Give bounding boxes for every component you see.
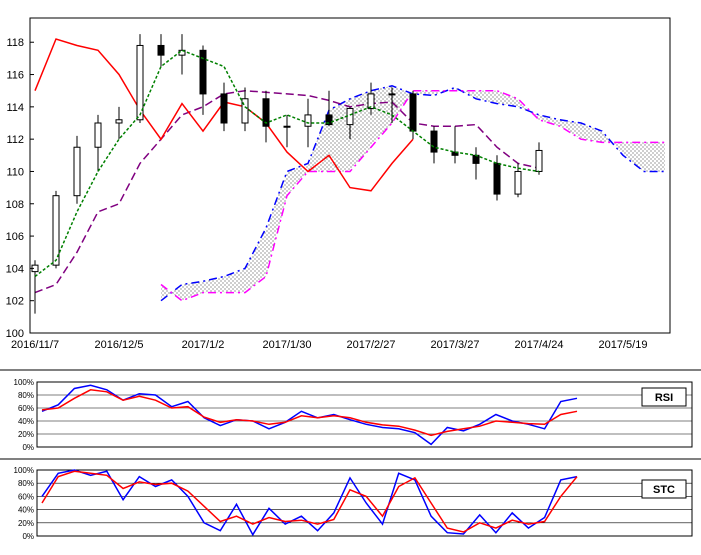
osc-tick-label: 100% xyxy=(14,378,34,387)
price-tick-label: 104 xyxy=(6,263,24,275)
date-axis-labels: 2016/11/7 2016/12/5 2017/1/2 2017/1/30 2017/… xyxy=(11,339,648,351)
senkou-b-line xyxy=(160,89,665,302)
osc-tick-label: 0% xyxy=(22,532,34,541)
rsi-lines xyxy=(41,384,578,446)
candle-body xyxy=(199,49,207,95)
price-tick-label: 102 xyxy=(6,296,24,308)
price-tick-label: 114 xyxy=(6,102,24,114)
price-tick-label: 110 xyxy=(6,166,24,178)
date-tick-label: 2017/1/2 xyxy=(182,339,225,351)
osc-tick-label: 100% xyxy=(14,466,34,475)
date-tick-label: 2016/11/7 xyxy=(11,339,59,351)
osc-series-line xyxy=(41,470,578,533)
osc-tick-label: 0% xyxy=(22,443,34,452)
date-tick-label: 2017/4/24 xyxy=(515,339,564,351)
osc-series-line xyxy=(41,469,578,537)
stc-frame xyxy=(36,469,693,537)
price-tick-label: 106 xyxy=(6,231,24,243)
price-tick-label: 116 xyxy=(6,70,24,82)
candle-body xyxy=(73,146,81,197)
candle-body xyxy=(115,119,123,124)
osc-tick-label: 20% xyxy=(18,519,34,528)
price-tick-label: 118 xyxy=(6,37,24,49)
rsi-label-box xyxy=(641,387,687,407)
rsi-gridlines xyxy=(37,394,692,435)
candlesticks xyxy=(31,34,543,314)
ichimoku-frame xyxy=(29,17,671,334)
osc-series-line xyxy=(41,384,578,446)
date-tick-label: 2017/5/19 xyxy=(599,339,648,351)
stc-lines xyxy=(41,469,578,537)
candle-body xyxy=(325,114,333,126)
candle-body xyxy=(52,195,60,266)
osc-tick-label: 80% xyxy=(18,391,34,400)
osc-tick-label: 40% xyxy=(18,506,34,515)
candle-body xyxy=(472,154,480,164)
candle-body xyxy=(94,122,102,148)
rsi-frame xyxy=(36,381,693,448)
stc-label-box xyxy=(641,479,687,499)
candle-body xyxy=(220,93,228,124)
candle-body xyxy=(157,44,165,56)
candle-body xyxy=(241,98,249,124)
candle-body xyxy=(409,93,417,132)
senkou-span-b xyxy=(160,89,665,302)
candle-body xyxy=(136,44,144,121)
kijun-sen xyxy=(34,89,540,294)
candle-body xyxy=(283,125,291,128)
osc-tick-label: 60% xyxy=(18,404,34,413)
date-tick-label: 2017/1/30 xyxy=(263,339,312,351)
kijun-line xyxy=(34,89,540,294)
candle-body xyxy=(430,130,438,153)
stc-axis-labels: 100% 80% 60% 40% 20% 0% xyxy=(14,466,34,541)
candle-body xyxy=(493,162,501,195)
rsi-panel: 100% 80% 60% 40% 20% 0% RSI xyxy=(14,378,693,452)
date-tick-label: 2017/2/27 xyxy=(347,339,396,351)
rsi-label: RSI xyxy=(655,392,673,404)
candle-body xyxy=(451,151,459,156)
candle-body xyxy=(304,114,312,127)
candle-body xyxy=(262,98,270,127)
rsi-axis-labels: 100% 80% 60% 40% 20% 0% xyxy=(14,378,34,452)
stc-label: STC xyxy=(653,484,675,496)
candle-body xyxy=(346,107,354,126)
price-tick-label: 112 xyxy=(6,134,24,146)
candle-body xyxy=(367,93,375,109)
price-axis-labels: 100 102 104 106 108 110 112 114 116 118 xyxy=(6,37,34,340)
candle-body xyxy=(535,149,543,172)
date-tick-label: 2017/3/27 xyxy=(431,339,480,351)
osc-series-line xyxy=(41,389,578,437)
candle-body xyxy=(388,93,396,96)
osc-tick-label: 20% xyxy=(18,430,34,439)
stc-panel: 100% 80% 60% 40% 20% 0% STC xyxy=(14,466,693,541)
osc-tick-label: 60% xyxy=(18,492,34,501)
candle-body xyxy=(514,170,522,195)
price-tick-label: 100 xyxy=(6,328,24,340)
price-tick-label: 108 xyxy=(6,199,24,211)
osc-tick-label: 80% xyxy=(18,479,34,488)
date-tick-label: 2016/12/5 xyxy=(95,339,144,351)
osc-tick-label: 40% xyxy=(18,417,34,426)
ichimoku-panel: 100 102 104 106 108 110 112 114 116 118 2016/11/7… xyxy=(6,17,671,351)
